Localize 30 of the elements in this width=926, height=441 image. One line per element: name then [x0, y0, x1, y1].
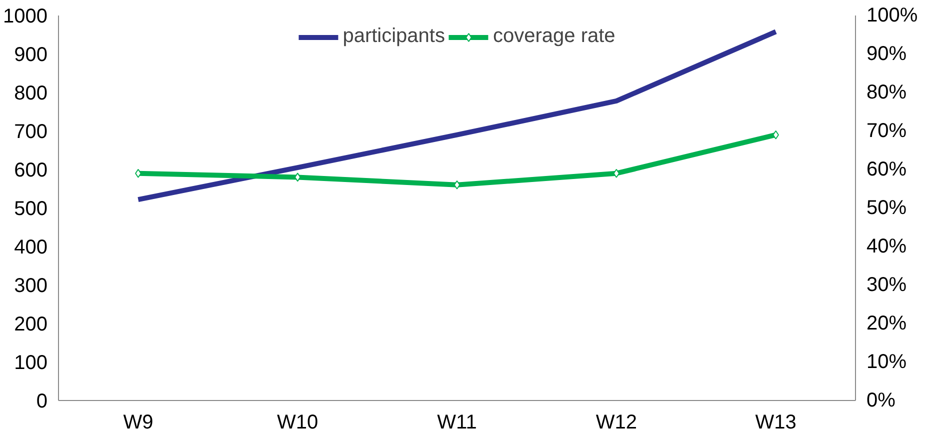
y2-tick-label: 30%: [866, 274, 907, 296]
y-tick-label: 900: [14, 44, 48, 66]
y-tick-label: 500: [14, 198, 48, 220]
x-tick-label: W12: [596, 412, 637, 434]
y2-tick-label: 80%: [866, 82, 907, 104]
y-tick-label: 200: [14, 314, 48, 336]
y-tick-label: 400: [14, 236, 48, 258]
y2-tick-label: 70%: [866, 120, 907, 142]
y-tick-label: 800: [14, 82, 48, 104]
y2-tick-label: 90%: [866, 43, 907, 65]
x-tick-label: W10: [277, 412, 318, 434]
x-tick-label: W13: [755, 412, 796, 434]
y-tick-label: 1000: [3, 6, 48, 28]
legend-label: coverage rate: [492, 25, 616, 48]
y2-tick-label: 40%: [866, 236, 907, 258]
y2-tick-label: 10%: [866, 351, 907, 373]
x-tick-label: W9: [123, 412, 154, 434]
y2-tick-label: 60%: [866, 158, 907, 180]
y2-tick-label: 50%: [866, 197, 907, 219]
legend-label: participants: [342, 25, 445, 48]
y2-tick-label: 100%: [866, 4, 918, 26]
y2-tick-label: 20%: [866, 312, 907, 334]
y-tick-label: 300: [14, 275, 48, 297]
y-tick-label: 700: [14, 121, 48, 143]
y-tick-label: 0: [36, 390, 48, 412]
x-tick-label: W11: [437, 412, 477, 434]
y2-tick-label: 0%: [866, 390, 896, 412]
y-tick-label: 600: [14, 160, 48, 182]
point: [454, 180, 460, 190]
y-tick-label: 100: [14, 352, 48, 374]
